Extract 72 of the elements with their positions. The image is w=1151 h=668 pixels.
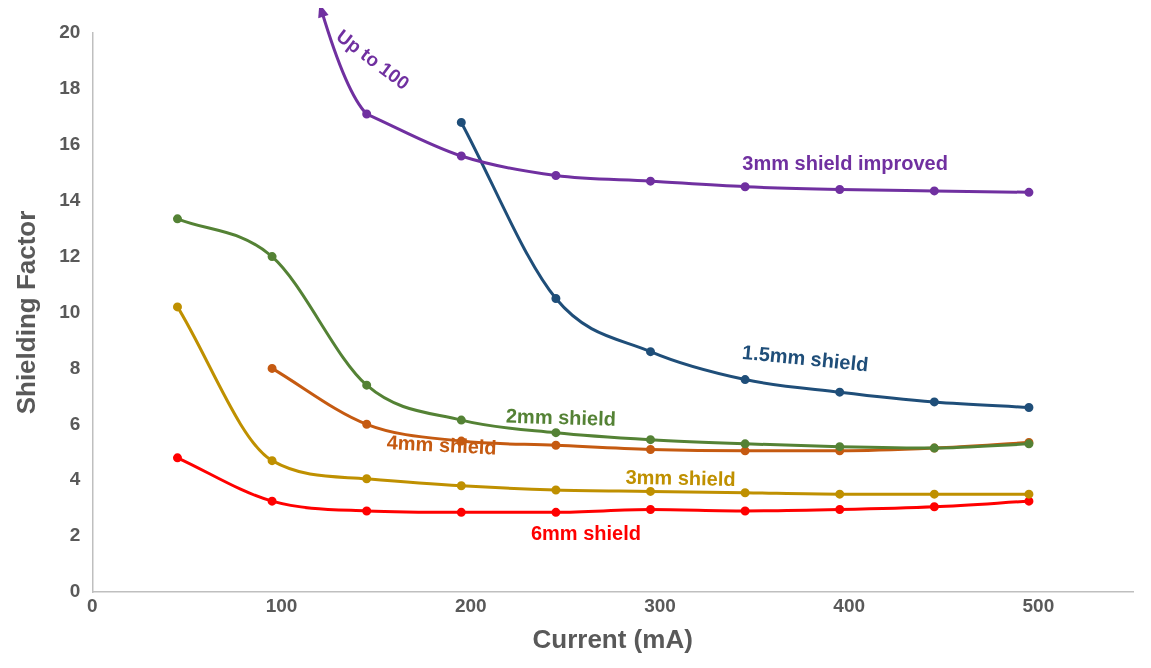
point — [172, 453, 182, 463]
series-label: 3mm shield — [625, 465, 736, 490]
point — [646, 176, 656, 186]
point — [646, 444, 656, 454]
point — [551, 294, 561, 304]
series-label: 2mm shield — [505, 404, 617, 430]
point — [456, 151, 466, 161]
y-tick-label: 2 — [69, 524, 81, 546]
point — [456, 415, 466, 425]
point — [646, 505, 656, 515]
point — [835, 505, 845, 515]
point — [267, 363, 277, 373]
series-label: 3mm shield improved — [742, 152, 948, 175]
point — [740, 488, 750, 498]
point — [456, 481, 466, 491]
y-tick-label: 10 — [59, 300, 81, 322]
y-axis-title: Shielding Factor — [10, 210, 41, 415]
y-tick-label: 6 — [69, 412, 81, 434]
point — [456, 117, 466, 127]
point — [929, 489, 939, 499]
point — [835, 489, 845, 499]
point — [646, 435, 656, 445]
x-tick-label: 300 — [644, 594, 676, 616]
x-tick-label: 400 — [833, 594, 866, 616]
point — [929, 502, 939, 512]
point — [929, 397, 939, 407]
annotation: Up to 100 — [332, 25, 414, 94]
point — [362, 419, 372, 429]
point — [551, 485, 561, 495]
point — [740, 182, 750, 192]
y-tick-label: 12 — [59, 244, 81, 266]
y-tick-label: 14 — [59, 188, 81, 210]
point — [551, 428, 561, 438]
point — [1024, 496, 1034, 506]
point — [740, 446, 750, 456]
point — [267, 252, 277, 262]
x-tick-label: 200 — [454, 594, 487, 616]
point — [456, 507, 466, 517]
point — [835, 387, 845, 397]
point — [267, 496, 277, 506]
point — [740, 439, 750, 449]
text: 1.5mm shield — [741, 340, 870, 376]
point — [362, 380, 372, 390]
y-tick-label: 20 — [59, 21, 81, 43]
y-tick-label: 8 — [69, 356, 81, 378]
point — [1024, 187, 1034, 197]
x-tick-label: 0 — [87, 594, 98, 616]
point — [740, 375, 750, 385]
y-tick-label: 18 — [59, 77, 81, 99]
point — [929, 186, 939, 196]
point — [646, 486, 656, 496]
series-label: 6mm shield — [530, 521, 641, 544]
x-tick-label: 500 — [1022, 594, 1055, 616]
point — [551, 440, 561, 450]
point — [362, 474, 372, 484]
x-tick-label: 100 — [265, 594, 298, 616]
point — [1024, 489, 1034, 499]
y-tick-label: 0 — [69, 580, 81, 602]
point — [1024, 403, 1034, 413]
point — [172, 302, 182, 312]
point — [646, 347, 656, 357]
point — [551, 507, 561, 517]
y-tick-label: 4 — [69, 468, 81, 490]
point — [835, 185, 845, 195]
point — [551, 171, 561, 181]
x-axis-title: Current (mA) — [532, 623, 693, 654]
point — [267, 456, 277, 466]
point — [740, 506, 750, 516]
point — [172, 214, 182, 224]
point — [835, 442, 845, 452]
y-tick-label: 16 — [59, 133, 81, 155]
point — [362, 506, 372, 516]
